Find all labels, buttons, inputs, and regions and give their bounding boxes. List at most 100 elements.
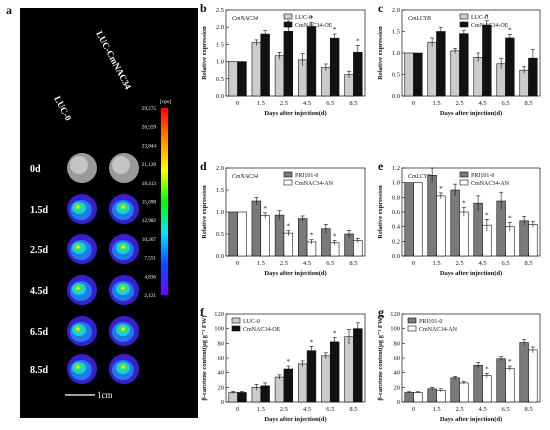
row-label: 4.5d (30, 286, 49, 297)
bar-b-s0-2 (274, 55, 285, 97)
bar-e-s0-0 (404, 182, 414, 257)
leaf-disc (109, 354, 139, 384)
row-label: 0d (30, 164, 41, 175)
x-tick-label: 2.5 (280, 406, 288, 413)
bar-f-s1-4 (329, 341, 340, 403)
significance-star: * (333, 26, 337, 34)
y-tick-label: 0.0 (392, 253, 400, 260)
legend-label: PRI101-0 (471, 173, 494, 179)
y-tick-label: 0 (397, 399, 400, 406)
x-tick-label: 0 (236, 260, 239, 267)
bar-d-s0-2 (274, 214, 285, 257)
bar-d-s1-0 (237, 211, 247, 257)
y-tick-label: 40 (218, 370, 225, 377)
chart-b: b CmNAC34 0.0 0.5 1.0 1.5 2.0 2.5 0 1.5 * 2.5 * 4.5 * 6… (200, 1, 366, 117)
bar-f-s0-2 (274, 376, 285, 403)
legend-swatch (407, 325, 417, 332)
x-tick-label: 6.5 (501, 406, 509, 413)
x-axis-label: Days after injection(d) (264, 110, 326, 117)
color-scale-tick-label: 2,121 (144, 293, 156, 299)
x-tick-label: 2.5 (280, 260, 288, 267)
y-tick-label: 1.0 (216, 209, 224, 216)
legend-swatch (283, 179, 293, 186)
bar-g-s0-2 (450, 377, 460, 403)
color-scale-tick-label: 12,982 (142, 218, 157, 224)
legend-swatch (459, 13, 469, 20)
scale-bar-label: 1cm (97, 390, 113, 400)
y-tick-label: 1.0 (392, 50, 400, 57)
significance-star: * (508, 27, 512, 35)
significance-star: * (310, 338, 314, 346)
panel-label-c: c (378, 1, 384, 15)
y-tick-label: 40 (394, 370, 401, 377)
bar-e-s0-3 (473, 202, 483, 257)
bar-c-s1-2 (459, 33, 469, 97)
x-tick-label: 8.5 (524, 100, 532, 107)
row-label: 8.5d (30, 365, 49, 376)
bar-c-s1-3 (482, 24, 492, 97)
bar-e-s0-2 (450, 189, 460, 257)
leaf-disc (109, 153, 139, 183)
chart-f: f 0 20 40 60 80 100 120 0 1.5 * 2.5 * 4.5 * 6.5 8.5 Days … (200, 305, 366, 423)
color-scale-tick-label: 10,267 (142, 237, 157, 243)
gene-name: CmNAC34 (232, 15, 258, 22)
legend-label: PRI101-0 (419, 319, 442, 325)
legend-label: CmNAC34-AN (295, 181, 334, 187)
bar-c-s1-4 (505, 37, 515, 97)
chart-d: d CmNAC34 0.0 0.5 1.0 1.5 2.0 0 * 1.5 * 2.5 * 4.5 * 6.5… (200, 159, 366, 277)
x-tick-label: 6.5 (501, 260, 509, 267)
color-scale-unit: [cps] (160, 99, 171, 105)
bar-e-s0-1 (427, 175, 437, 257)
significance-star: * (333, 329, 337, 337)
color-scale-tick-label: 26,559 (142, 125, 157, 131)
significance-star: * (287, 358, 291, 366)
bar-d-s0-0 (228, 211, 238, 257)
color-scale-tick-label: 4,836 (144, 274, 156, 280)
panel-label-d: d (200, 159, 207, 173)
y-tick-label: 0.8 (392, 194, 400, 201)
x-tick-label: 6.5 (501, 100, 509, 107)
legend-label: LUC-0 (295, 15, 312, 21)
x-tick-label: 2.5 (455, 260, 463, 267)
bar-f-s0-4 (321, 355, 331, 403)
legend-swatch (407, 317, 417, 324)
y-tick-label: 0.4 (392, 224, 401, 231)
x-tick-label: 4.5 (303, 260, 311, 267)
bar-g-s0-0 (404, 392, 414, 403)
legend-label: CmNAC34-AN (471, 181, 510, 187)
bar-f-s0-5 (344, 336, 354, 403)
y-tick-label: 0.6 (392, 209, 401, 216)
y-axis-label: Relative expression (377, 26, 384, 80)
bar-f-s1-5 (353, 328, 363, 403)
y-tick-label: 80 (218, 340, 225, 347)
bar-f-s0-3 (297, 363, 308, 403)
leaf-disc (67, 234, 97, 264)
x-tick-label: 4.5 (303, 100, 311, 107)
x-tick-label: 1.5 (257, 406, 265, 413)
y-tick-label: 120 (390, 311, 400, 318)
bar-d-s1-2 (283, 232, 294, 257)
bar-c-s1-0 (413, 52, 423, 97)
y-tick-label: 1.5 (216, 41, 224, 48)
y-tick-label: 0.5 (392, 72, 400, 79)
x-tick-label: 0 (236, 100, 239, 107)
bar-g-s0-5 (519, 342, 529, 403)
bar-c-s1-1 (436, 31, 446, 97)
chart-g: g 0 20 40 60 80 100 120 0 1.5 2.5 * 4.5 * 6.5 8.5 Days a… (377, 305, 541, 423)
legend-label: LUC-0 (243, 319, 260, 325)
y-tick-label: 0.5 (216, 231, 224, 238)
y-tick-label: 2.5 (216, 7, 224, 14)
signal-yellow (121, 327, 125, 331)
signal-yellow (76, 205, 80, 209)
bar-f-s1-3 (306, 350, 317, 403)
bar-g-s1-0 (413, 392, 423, 403)
x-axis-label: Days after injection(d) (264, 270, 326, 277)
legend-label: LUC-0 (471, 15, 488, 21)
signal-yellow (121, 365, 125, 369)
bar-g-s0-1 (427, 388, 437, 403)
legend-label: CmNAC34-OE (295, 23, 333, 29)
y-tick-label: 2.0 (216, 24, 224, 31)
leaf-disc (109, 275, 139, 305)
y-axis-label: β-carotene content(μg g⁻¹ FW) (377, 315, 384, 400)
legend-swatch (459, 21, 469, 28)
